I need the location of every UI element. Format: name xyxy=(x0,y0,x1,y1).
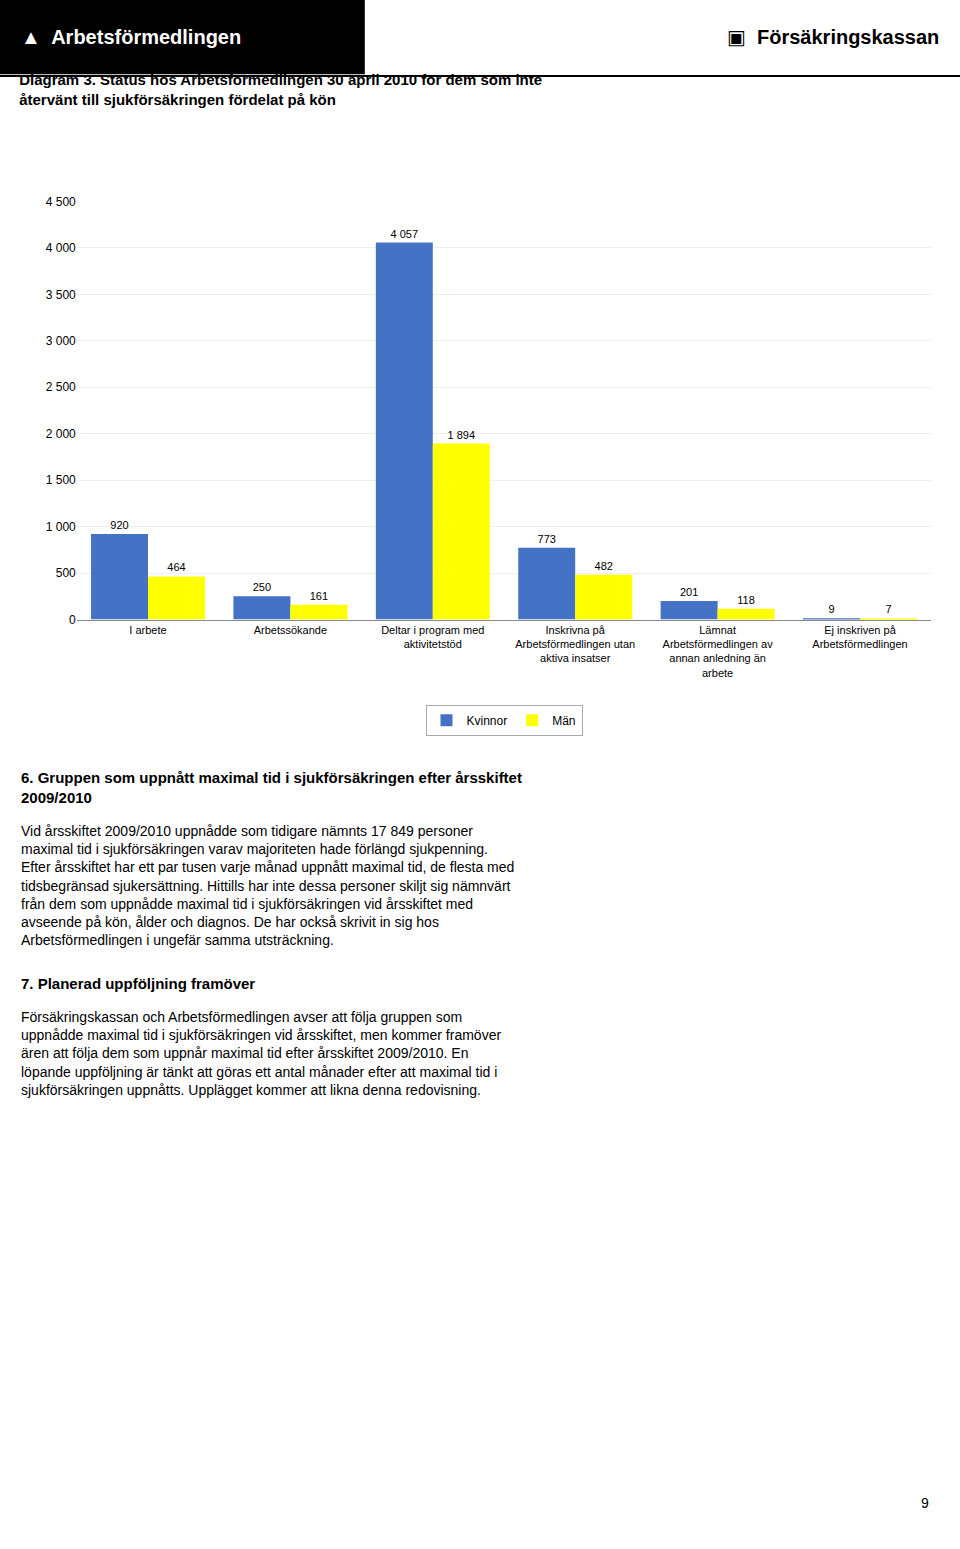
svg-text:Inskrivna påArbetsförmedlingen: Inskrivna påArbetsförmedlingen utanaktiv… xyxy=(515,624,635,665)
svg-text:Försäkringskassan och Arbetsfö: Försäkringskassan och Arbetsförmedlingen… xyxy=(21,1009,501,1098)
svg-text:4 057: 4 057 xyxy=(391,228,419,240)
svg-text:Diagram 3. Status hos Arbetsfö: Diagram 3. Status hos Arbetsförmedlingen… xyxy=(19,71,542,108)
svg-text:Kvinnor: Kvinnor xyxy=(467,714,508,728)
svg-text:LämnatArbetsförmedlingen avann: LämnatArbetsförmedlingen avannan anledni… xyxy=(663,624,774,679)
svg-text:1 000: 1 000 xyxy=(46,520,76,534)
svg-text:Män: Män xyxy=(552,714,575,728)
svg-text:500: 500 xyxy=(56,566,76,580)
svg-text:6. Gruppen som uppnått maximal: 6. Gruppen som uppnått maximal tid i sju… xyxy=(21,769,522,806)
svg-text:1 894: 1 894 xyxy=(448,429,476,441)
svg-text:Deltar i program medaktivitets: Deltar i program medaktivitetstöd xyxy=(381,624,484,650)
svg-text:250: 250 xyxy=(253,581,271,593)
svg-text:464: 464 xyxy=(167,561,185,573)
svg-text:161: 161 xyxy=(310,590,328,602)
svg-text:Arbetssökande: Arbetssökande xyxy=(254,624,327,636)
svg-text:▣ Försäkringskassan: ▣ Försäkringskassan xyxy=(727,26,939,48)
svg-text:9: 9 xyxy=(828,603,834,615)
svg-text:482: 482 xyxy=(595,560,613,572)
svg-text:3 500: 3 500 xyxy=(46,288,76,302)
svg-text:7. Planerad uppföljning framöv: 7. Planerad uppföljning framöver xyxy=(21,975,255,992)
svg-text:920: 920 xyxy=(110,519,128,531)
svg-text:Ej inskriven påArbetsförmedlin: Ej inskriven påArbetsförmedlingen xyxy=(812,624,907,650)
svg-text:4 000: 4 000 xyxy=(46,241,76,255)
svg-text:118: 118 xyxy=(737,594,755,606)
svg-text:2 500: 2 500 xyxy=(46,380,76,394)
svg-text:4 500: 4 500 xyxy=(46,195,76,209)
svg-text:Vid årsskiftet 2009/2010 uppnå: Vid årsskiftet 2009/2010 uppnådde som ti… xyxy=(21,823,514,948)
svg-text:201: 201 xyxy=(680,586,698,598)
svg-text:7: 7 xyxy=(885,603,891,615)
svg-text:0: 0 xyxy=(69,613,76,627)
svg-text:773: 773 xyxy=(538,533,556,545)
svg-text:I arbete: I arbete xyxy=(129,624,166,636)
svg-text:2 000: 2 000 xyxy=(46,427,76,441)
svg-text:1 500: 1 500 xyxy=(46,473,76,487)
svg-text:3 000: 3 000 xyxy=(46,334,76,348)
svg-text:9: 9 xyxy=(921,1495,929,1511)
svg-text:▲ Arbetsförmedlingen: ▲ Arbetsförmedlingen xyxy=(21,26,241,48)
